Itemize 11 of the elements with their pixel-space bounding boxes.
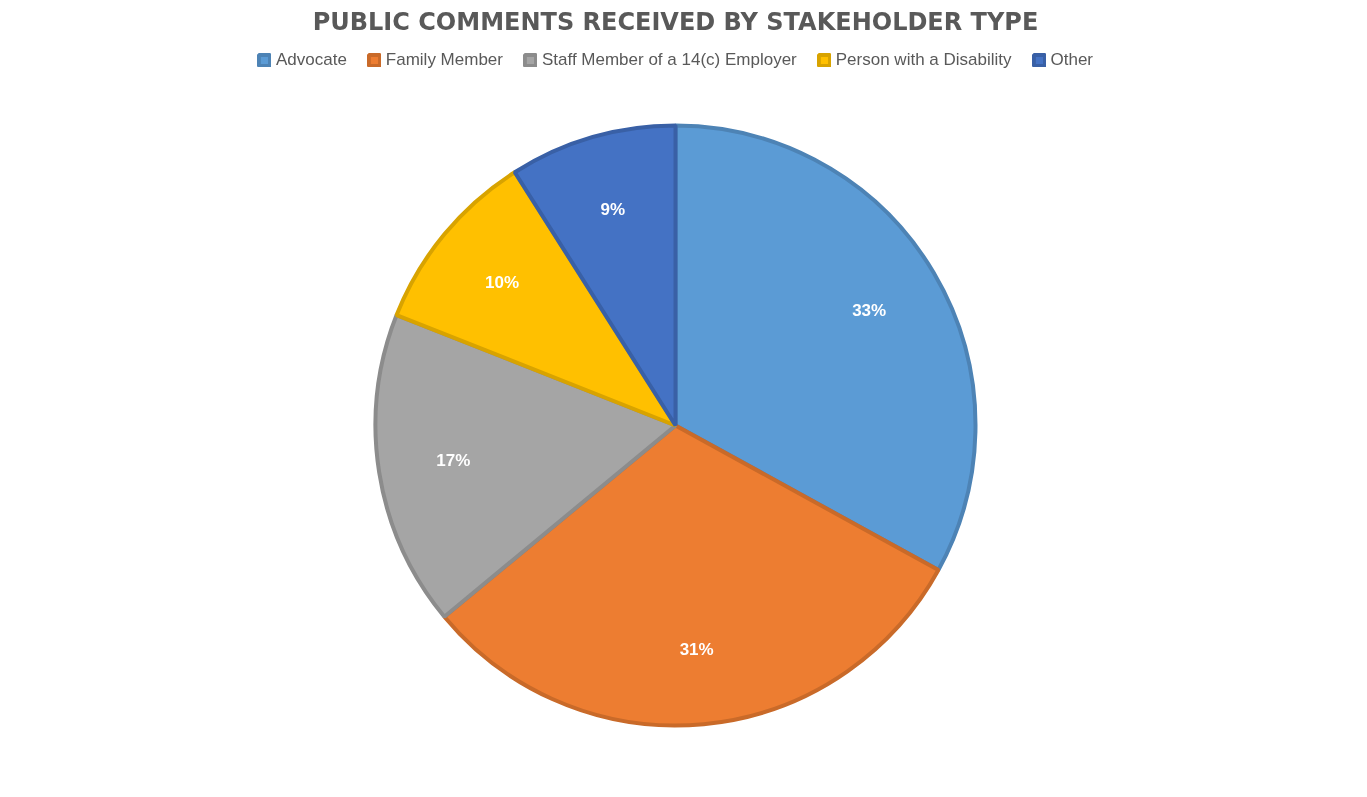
data-label: 10% — [485, 272, 520, 292]
legend-label: Family Member — [385, 50, 503, 70]
data-label: 31% — [679, 640, 714, 659]
legend-label: Other — [1050, 50, 1094, 70]
data-label: 17% — [436, 451, 471, 471]
data-label: 9% — [600, 199, 626, 219]
legend-label: Advocate — [275, 50, 347, 70]
data-label: 33% — [852, 301, 887, 321]
legend-label: Staff Member of a 14(c) Employer — [541, 50, 797, 70]
chart-title: PUBLIC COMMENTS RECEIVED BY STAKEHOLDER TYPE — [312, 7, 1039, 36]
legend-label: Person with a Disability — [835, 50, 1012, 70]
